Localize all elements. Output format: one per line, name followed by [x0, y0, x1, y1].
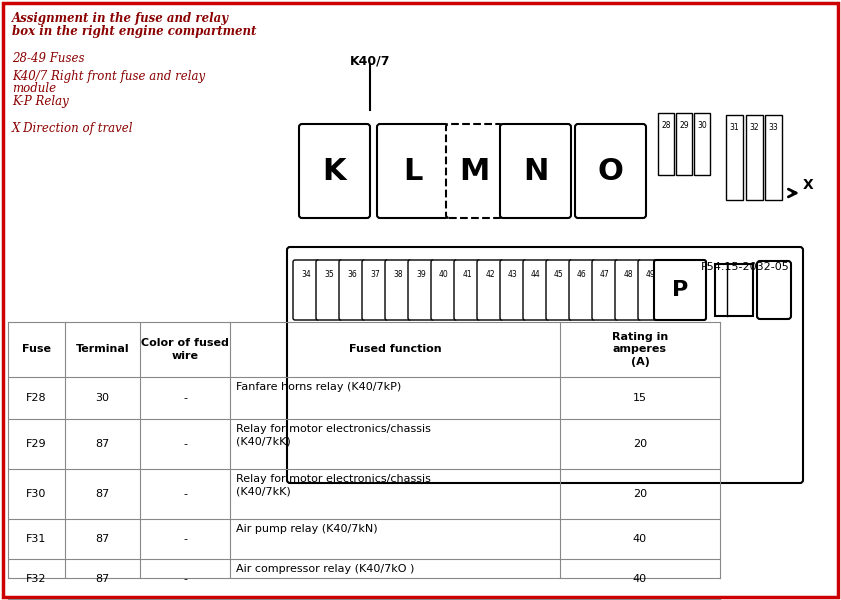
Bar	[746, 115, 763, 200]
Bar	[726, 115, 743, 200]
FancyBboxPatch shape	[293, 260, 319, 320]
Text: 43: 43	[508, 270, 518, 279]
Text: 31: 31	[730, 123, 739, 132]
FancyBboxPatch shape	[546, 260, 572, 320]
Text: 46: 46	[577, 270, 587, 279]
Text: 28-49 Fuses: 28-49 Fuses	[12, 52, 84, 65]
Text: 33: 33	[769, 123, 779, 132]
Text: Fanfare horns relay (K40/7kP): Fanfare horns relay (K40/7kP)	[236, 382, 401, 392]
FancyBboxPatch shape	[446, 124, 502, 218]
Text: X Direction of travel: X Direction of travel	[12, 122, 134, 135]
Text: module: module	[12, 82, 56, 95]
Text: 30: 30	[697, 121, 707, 130]
Text: 87: 87	[95, 534, 109, 544]
Text: 32: 32	[749, 123, 759, 132]
Text: N: N	[523, 157, 548, 185]
Text: P54.15-2032-05: P54.15-2032-05	[701, 262, 790, 272]
Text: -: -	[183, 393, 187, 403]
Text: -: -	[183, 439, 187, 449]
FancyBboxPatch shape	[615, 260, 641, 320]
Text: Color of fused
wire: Color of fused wire	[141, 338, 229, 361]
Text: K40/7 Right front fuse and relay: K40/7 Right front fuse and relay	[12, 70, 205, 83]
Text: -: -	[183, 489, 187, 499]
Text: X: X	[803, 178, 814, 192]
Text: 36: 36	[347, 270, 357, 279]
Text: 49: 49	[646, 270, 656, 279]
Text: Relay for motor electronics/chassis
(K40/7kK): Relay for motor electronics/chassis (K40…	[236, 424, 431, 446]
FancyBboxPatch shape	[523, 260, 549, 320]
FancyBboxPatch shape	[638, 260, 664, 320]
Text: 38: 38	[394, 270, 403, 279]
FancyBboxPatch shape	[757, 261, 791, 319]
Text: -: -	[183, 534, 187, 544]
FancyBboxPatch shape	[299, 124, 370, 218]
Text: Air compressor relay (K40/7kO ): Air compressor relay (K40/7kO )	[236, 564, 415, 574]
Bar	[694, 113, 710, 175]
Bar	[676, 113, 692, 175]
FancyBboxPatch shape	[362, 260, 388, 320]
Text: F32: F32	[26, 574, 47, 584]
Text: K40/7: K40/7	[350, 55, 390, 68]
FancyBboxPatch shape	[654, 260, 706, 320]
FancyBboxPatch shape	[287, 247, 803, 483]
Text: 30: 30	[96, 393, 109, 403]
Text: K-P Relay: K-P Relay	[12, 95, 69, 108]
Text: 42: 42	[485, 270, 495, 279]
Text: 40: 40	[439, 270, 449, 279]
Text: Rating in
amperes
(A): Rating in amperes (A)	[612, 332, 668, 367]
FancyBboxPatch shape	[316, 260, 342, 320]
Bar	[765, 115, 782, 200]
Text: P: P	[672, 280, 688, 300]
Text: F30: F30	[26, 489, 47, 499]
Text: 48: 48	[623, 270, 632, 279]
FancyBboxPatch shape	[477, 260, 503, 320]
Text: 28: 28	[661, 121, 671, 130]
FancyBboxPatch shape	[569, 260, 595, 320]
Text: 44: 44	[532, 270, 541, 279]
Text: 87: 87	[95, 489, 109, 499]
Text: F31: F31	[26, 534, 47, 544]
Text: 87: 87	[95, 439, 109, 449]
FancyBboxPatch shape	[339, 260, 365, 320]
Text: 87: 87	[95, 574, 109, 584]
Bar	[715, 264, 753, 316]
FancyBboxPatch shape	[377, 124, 448, 218]
Text: 37: 37	[370, 270, 380, 279]
Text: 39: 39	[416, 270, 426, 279]
FancyBboxPatch shape	[454, 260, 480, 320]
Text: 20: 20	[633, 489, 647, 499]
Text: 35: 35	[324, 270, 334, 279]
Text: 34: 34	[301, 270, 311, 279]
Text: K: K	[323, 157, 346, 185]
Text: -: -	[183, 574, 187, 584]
Text: 47: 47	[600, 270, 610, 279]
Text: 29: 29	[680, 121, 689, 130]
FancyBboxPatch shape	[575, 124, 646, 218]
Text: 45: 45	[554, 270, 563, 279]
Text: Fused function: Fused function	[349, 344, 442, 355]
Text: 40: 40	[633, 534, 647, 544]
FancyBboxPatch shape	[592, 260, 618, 320]
Text: M: M	[459, 157, 489, 185]
Text: Fuse: Fuse	[22, 344, 51, 355]
FancyBboxPatch shape	[408, 260, 434, 320]
Text: O: O	[598, 157, 623, 185]
Text: Terminal: Terminal	[76, 344, 130, 355]
Text: Relay for motor electronics/chassis
(K40/7kK): Relay for motor electronics/chassis (K40…	[236, 474, 431, 496]
Text: 40: 40	[633, 574, 647, 584]
Text: L: L	[403, 157, 422, 185]
Text: 15: 15	[633, 393, 647, 403]
Text: F29: F29	[26, 439, 47, 449]
Text: Air pump relay (K40/7kN): Air pump relay (K40/7kN)	[236, 524, 378, 534]
Text: Assignment in the fuse and relay: Assignment in the fuse and relay	[12, 12, 229, 25]
FancyBboxPatch shape	[385, 260, 411, 320]
FancyBboxPatch shape	[500, 260, 526, 320]
Text: box in the right engine compartment: box in the right engine compartment	[12, 25, 257, 38]
Text: F28: F28	[26, 393, 47, 403]
Text: 20: 20	[633, 439, 647, 449]
Bar	[658, 113, 674, 175]
FancyBboxPatch shape	[500, 124, 571, 218]
FancyBboxPatch shape	[431, 260, 457, 320]
Text: 41: 41	[463, 270, 472, 279]
